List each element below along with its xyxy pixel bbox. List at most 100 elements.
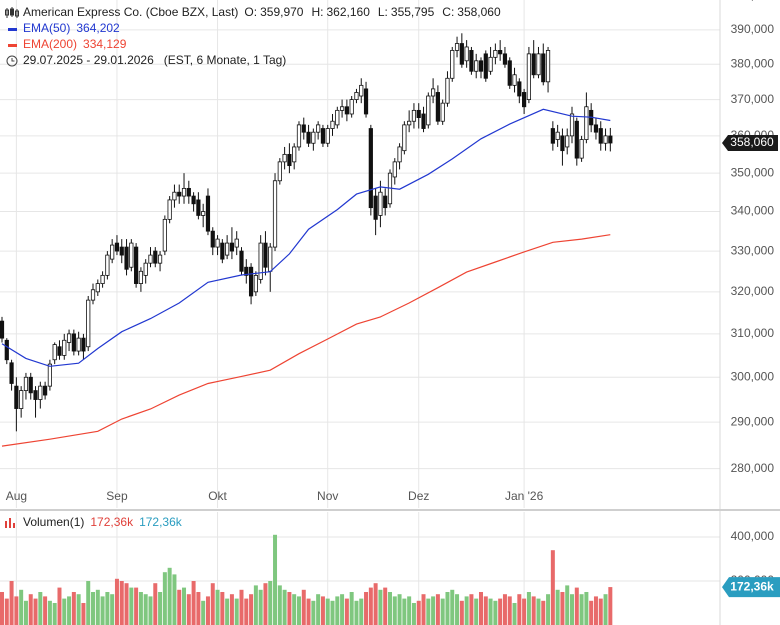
candle-body [469,50,474,72]
legend-name: EMA(200) [23,37,77,51]
candle-body [234,238,239,248]
volume-bar [33,598,38,625]
x-tick-label: Okt [208,489,227,503]
candle-body [28,376,33,394]
axis: 280,000 290,000 300,000 310,000 320,000 330,0… [6,0,780,598]
volume-bar [579,594,584,625]
volume-legend-name: Volumen(1) [23,515,84,529]
candle-body [359,84,364,97]
candle-body [454,43,460,51]
y-tick-label: 340,000 [731,204,775,218]
ohlc-key: H: [311,5,323,19]
volume-bar [9,580,14,625]
volume-bar [455,594,460,625]
volume-bar [172,574,177,625]
candle-body [478,60,484,72]
volume-bar [464,596,469,625]
ohlc-value: 359,970 [260,5,304,19]
candle-body [167,199,172,220]
volume-bar [421,594,426,625]
clock-icon [6,55,18,67]
candle-body [100,274,105,284]
volume-bar [57,587,62,625]
volume-bar [574,587,579,625]
candle-body [0,320,5,339]
volume-bar [373,583,378,625]
ohlc-key: L: [378,5,388,19]
legend-entry: EMA(50) 364,202 [23,21,120,35]
volume-bar [411,602,416,625]
volume-bar [555,589,560,625]
candle-body [593,124,599,133]
candle-body [81,337,86,352]
volume-bar [608,587,613,625]
volume-bar [368,587,373,625]
candle-body [119,246,124,256]
candle-body [392,161,397,178]
candle-body [474,60,479,72]
volume-bar [253,585,258,625]
volume-bar [62,598,67,625]
volume-bar [598,598,603,625]
candle-body [483,53,488,79]
candle-body [4,339,9,361]
volume-bar [479,591,483,625]
candle-body [368,128,373,209]
volume-bar [220,591,225,625]
candle-body [138,270,144,284]
candle-body [603,135,608,144]
volume-bar [282,589,287,625]
volume-panel [0,534,613,625]
volume-bar [258,589,263,625]
volume-bar [311,600,316,625]
y-tick-label: 400,000 [731,0,775,3]
volume-bar [330,600,335,625]
volume-bar [546,594,551,625]
volume-bar [301,589,306,625]
candle-body [416,109,421,119]
volume-bar [507,596,512,625]
candle-body [608,135,613,144]
x-tick-label: Sep [106,489,128,503]
volume-bar [244,598,249,625]
candle-body [440,102,445,122]
candle-body [335,109,340,126]
candle-body [47,363,53,387]
volume-bar [205,596,210,625]
volume-bar [364,591,369,625]
candle-body [177,191,182,197]
y-tick-label: 300,000 [731,369,775,383]
candle-body [383,195,388,209]
volume-bar [483,596,488,625]
volume-bar [589,600,594,625]
volume-bar [320,596,325,625]
volume-bar [81,602,86,625]
candle-body [363,88,369,115]
candle-body [191,195,196,205]
candle-body [287,153,292,167]
candle-body [522,92,527,108]
candle-body [272,180,278,248]
volume-bar [182,587,187,625]
period: 29.07.2025 - 29.01.2026 (EST, 6 Monate, 1… [23,53,286,67]
candle-body [186,187,191,197]
candle-body [277,161,282,182]
volume-bar [105,591,110,625]
legend-swatch [8,44,17,47]
volume-bar [110,594,115,625]
candle-body [445,77,450,104]
volume-bar [570,594,575,625]
candle-body [239,250,244,272]
ohlc-value: 358,060 [457,5,501,19]
indicator-line [1,234,611,447]
candle-body [320,128,326,144]
legend-entry: EMA(200) 334,129 [23,37,127,51]
candle-body [526,53,532,100]
volume-bar [38,591,43,625]
candle-body [105,254,110,276]
volume-bar [215,589,220,625]
candle-body [512,74,517,86]
candle-body [124,246,129,270]
candle-body [205,195,211,232]
